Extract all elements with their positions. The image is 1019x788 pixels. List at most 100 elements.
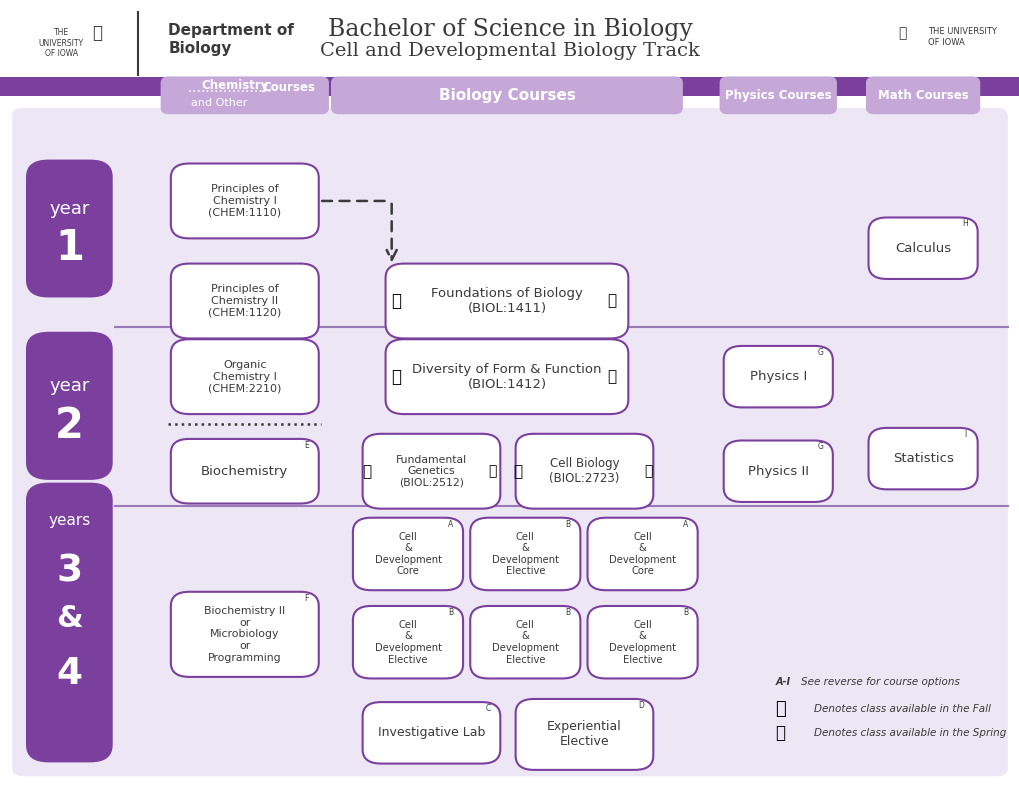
FancyBboxPatch shape (868, 428, 977, 489)
Text: Foundations of Biology
(BIOL:1411): Foundations of Biology (BIOL:1411) (431, 287, 582, 315)
Text: B: B (682, 608, 688, 617)
FancyBboxPatch shape (470, 606, 580, 678)
Text: 2: 2 (55, 404, 84, 447)
FancyBboxPatch shape (171, 339, 318, 414)
Text: B: B (565, 608, 571, 617)
Text: 1: 1 (55, 227, 84, 269)
Text: Cell
&
Development
Core: Cell & Development Core (374, 532, 441, 576)
Text: A: A (682, 519, 688, 529)
FancyBboxPatch shape (587, 606, 697, 678)
Text: 🌼: 🌼 (644, 464, 652, 478)
FancyBboxPatch shape (171, 263, 318, 339)
Text: Organic
Chemistry I
(CHEM:2210): Organic Chemistry I (CHEM:2210) (208, 360, 281, 393)
Text: 🍂: 🍂 (514, 463, 522, 479)
FancyBboxPatch shape (26, 482, 113, 763)
Text: G: G (817, 442, 822, 452)
Text: See reverse for course options: See reverse for course options (800, 677, 959, 686)
Text: Principles of
Chemistry I
(CHEM:1110): Principles of Chemistry I (CHEM:1110) (208, 184, 281, 217)
FancyBboxPatch shape (587, 518, 697, 590)
Text: D: D (638, 701, 643, 710)
Text: A-I: A-I (774, 677, 790, 686)
Text: Department of
Biology: Department of Biology (168, 23, 293, 56)
Text: Cell
&
Development
Elective: Cell & Development Elective (608, 620, 676, 664)
Text: Cell
&
Development
Core: Cell & Development Core (608, 532, 676, 576)
FancyBboxPatch shape (723, 346, 833, 407)
Text: 3: 3 (56, 553, 83, 589)
Text: Math Courses: Math Courses (877, 89, 967, 102)
Text: Chemistry: Chemistry (201, 79, 268, 91)
Text: Cell
&
Development
Elective: Cell & Development Elective (374, 620, 441, 664)
Text: Experiential
Elective: Experiential Elective (546, 720, 622, 749)
FancyBboxPatch shape (363, 433, 500, 509)
Text: Denotes class available in the Fall: Denotes class available in the Fall (813, 704, 989, 714)
FancyBboxPatch shape (723, 440, 833, 502)
Text: Cell
&
Development
Elective: Cell & Development Elective (491, 620, 558, 664)
Text: Physics I: Physics I (749, 370, 806, 383)
Text: C: C (485, 704, 490, 713)
FancyBboxPatch shape (385, 339, 628, 414)
Text: THE UNIVERSITY
OF IOWA: THE UNIVERSITY OF IOWA (927, 28, 997, 46)
Text: Principles of
Chemistry II
(CHEM:1120): Principles of Chemistry II (CHEM:1120) (208, 284, 281, 318)
Text: 🏛: 🏛 (898, 26, 906, 40)
FancyBboxPatch shape (160, 76, 329, 114)
Text: 🍂: 🍂 (774, 701, 786, 718)
Text: and Other: and Other (191, 98, 248, 108)
Text: 🏛: 🏛 (92, 24, 102, 42)
Text: Physics Courses: Physics Courses (725, 89, 830, 102)
Text: Bachelor of Science in Biology: Bachelor of Science in Biology (327, 18, 692, 42)
Text: 🍂: 🍂 (363, 463, 371, 479)
Text: Biochemistry: Biochemistry (201, 465, 288, 478)
Text: Calculus: Calculus (894, 242, 951, 255)
FancyBboxPatch shape (868, 217, 977, 279)
Text: Diversity of Form & Function
(BIOL:1412): Diversity of Form & Function (BIOL:1412) (412, 362, 601, 391)
Text: B: B (447, 608, 453, 617)
FancyBboxPatch shape (470, 518, 580, 590)
Text: THE
UNIVERSITY
OF IOWA: THE UNIVERSITY OF IOWA (39, 28, 84, 58)
FancyBboxPatch shape (516, 433, 652, 509)
FancyBboxPatch shape (26, 160, 113, 298)
FancyBboxPatch shape (171, 164, 318, 239)
Bar (0, 77, 1019, 96)
Text: 🌼: 🌼 (774, 724, 785, 742)
Text: Biochemistry II
or
Microbiology
or
Programming: Biochemistry II or Microbiology or Progr… (204, 606, 285, 663)
Text: 🌼: 🌼 (607, 369, 615, 385)
FancyBboxPatch shape (363, 702, 500, 764)
Text: I: I (963, 429, 966, 439)
Text: year: year (49, 377, 90, 395)
Text: A: A (447, 519, 453, 529)
Text: 🌼: 🌼 (607, 293, 615, 309)
FancyBboxPatch shape (353, 518, 463, 590)
Text: Cell Biology
(BIOL:2723): Cell Biology (BIOL:2723) (549, 457, 619, 485)
FancyBboxPatch shape (171, 592, 318, 677)
Text: Denotes class available in the Spring: Denotes class available in the Spring (813, 728, 1006, 738)
FancyBboxPatch shape (516, 699, 652, 770)
FancyBboxPatch shape (385, 263, 628, 339)
Text: G: G (817, 348, 822, 357)
Text: Physics II: Physics II (747, 465, 808, 478)
Text: B: B (565, 519, 571, 529)
Text: year: year (49, 200, 90, 217)
FancyBboxPatch shape (330, 76, 683, 114)
Text: Investigative Lab: Investigative Lab (377, 727, 485, 739)
FancyBboxPatch shape (865, 76, 979, 114)
Text: Biology Courses: Biology Courses (438, 87, 575, 103)
FancyBboxPatch shape (171, 439, 318, 504)
Text: Statistics: Statistics (892, 452, 953, 465)
Text: Fundamental
Genetics
(BIOL:2512): Fundamental Genetics (BIOL:2512) (395, 455, 467, 488)
Text: F: F (304, 593, 309, 603)
Text: Cell
&
Development
Elective: Cell & Development Elective (491, 532, 558, 576)
Text: 🌼: 🌼 (488, 464, 496, 478)
Text: &: & (56, 604, 83, 633)
FancyBboxPatch shape (12, 108, 1007, 776)
Text: H: H (962, 219, 967, 229)
FancyBboxPatch shape (353, 606, 463, 678)
Text: 🍂: 🍂 (390, 368, 400, 385)
Text: 🍂: 🍂 (390, 292, 400, 310)
Text: years: years (48, 512, 91, 528)
FancyBboxPatch shape (719, 76, 837, 114)
FancyBboxPatch shape (26, 332, 113, 480)
Text: E: E (304, 440, 309, 450)
Text: 4: 4 (56, 656, 83, 692)
Text: Cell and Developmental Biology Track: Cell and Developmental Biology Track (320, 43, 699, 60)
Text: Courses: Courses (262, 81, 315, 94)
